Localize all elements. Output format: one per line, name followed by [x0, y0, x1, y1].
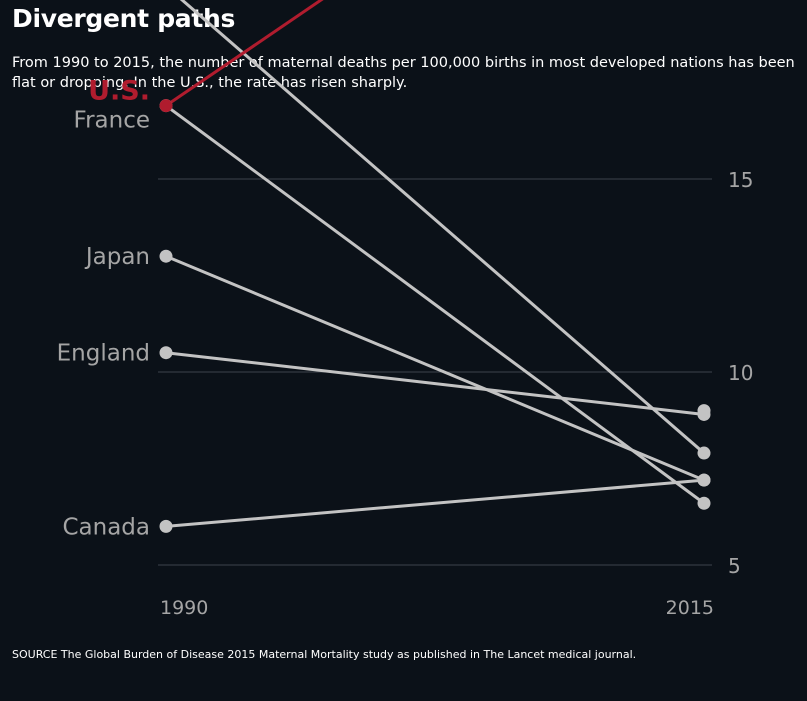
series-lines: [165, 0, 705, 528]
chart-title: Divergent paths: [12, 4, 236, 33]
series-label-france: France: [74, 108, 150, 134]
y-tick-label-15: 15: [728, 168, 753, 192]
x-axis-ticks: 1990 2015: [160, 597, 714, 619]
source-note: SOURCE The Global Burden of Disease 2015…: [12, 648, 637, 661]
series-line-us: [165, 0, 324, 107]
series-line-germany: [179, 0, 705, 455]
series-line-france: [165, 104, 705, 505]
point-2015-france: [697, 496, 711, 510]
series-label-england: England: [57, 341, 150, 367]
y-tick-label-10: 10: [728, 361, 753, 385]
point-1990-canada: [159, 519, 173, 533]
point-2015-canada: [697, 473, 711, 487]
series-label-japan: Japan: [84, 244, 150, 270]
point-2015-extra-0: [697, 404, 711, 418]
point-1990-japan: [159, 249, 173, 263]
series-points: [159, 99, 711, 533]
y-tick-label-5: 5: [728, 554, 741, 578]
x-tick-label-end: 2015: [666, 597, 714, 619]
series-label-us: U.S.: [88, 76, 150, 107]
series-labels: U.S.GermanyFranceJapanEnglandCanada26.4: [57, 76, 150, 541]
series-label-canada: Canada: [62, 514, 150, 540]
slope-chart: 510152025 U.S.GermanyFranceJapanEnglandC…: [57, 0, 753, 619]
chart-subtitle: From 1990 to 2015, the number of materna…: [12, 55, 795, 91]
series-line-england: [165, 351, 705, 416]
point-2015-germany: [697, 446, 711, 460]
point-1990-england: [159, 346, 173, 360]
point-1990-us: [159, 99, 173, 113]
series-line-canada: [165, 478, 705, 528]
series-line-japan: [165, 254, 705, 482]
x-tick-label-start: 1990: [160, 597, 208, 619]
y-axis-ticks: 510152025: [728, 168, 753, 578]
grid-lines: [158, 178, 712, 566]
